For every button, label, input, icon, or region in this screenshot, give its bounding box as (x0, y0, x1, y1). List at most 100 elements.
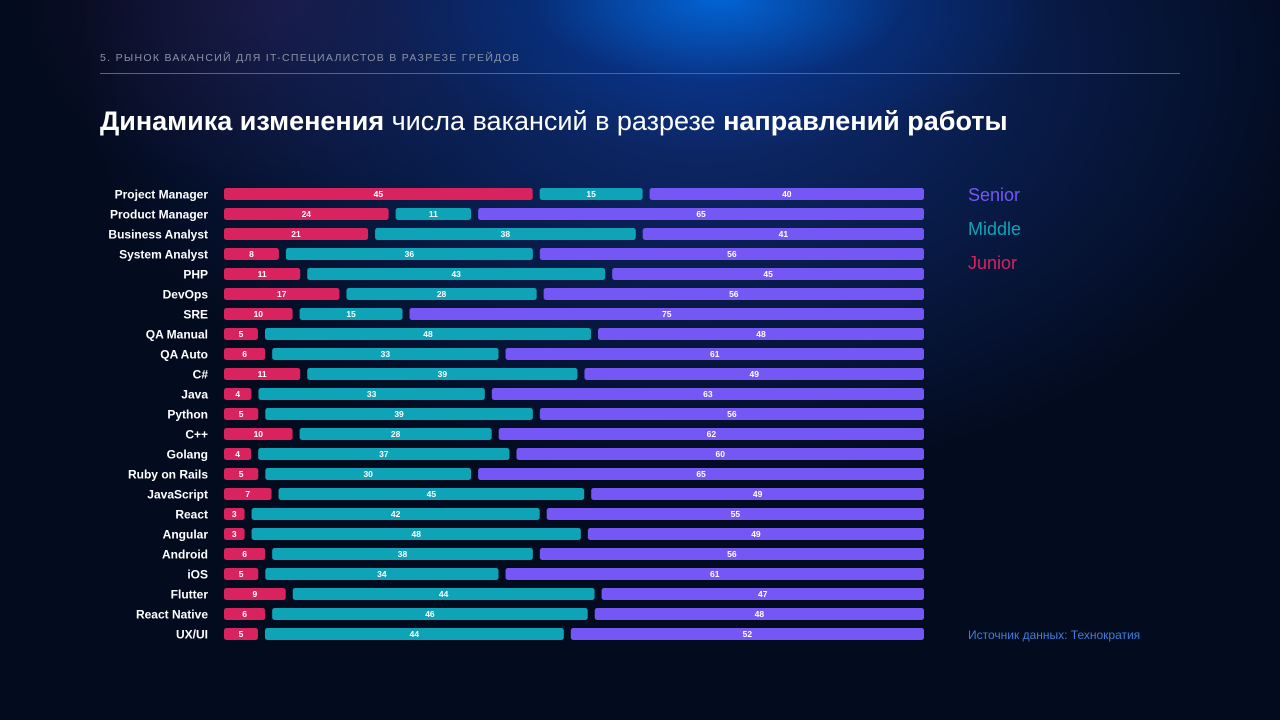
bar-qa-manual-middle (264, 328, 591, 340)
bar-flutter-middle (292, 588, 595, 600)
bar-ruby-on-rails-middle (265, 468, 472, 480)
bar-value-golang-senior: 60 (716, 449, 726, 459)
bar-value-php-junior: 11 (258, 269, 267, 279)
bar-javascript-senior (591, 488, 924, 500)
bar-qa-auto-senior (505, 348, 924, 360)
bar-value-sre-middle: 15 (346, 309, 356, 319)
bar-system-analyst-junior (224, 248, 279, 260)
bar-ios-senior (505, 568, 924, 580)
category-label-sre: SRE (183, 308, 208, 322)
bar-python-junior (224, 408, 259, 420)
bar-value-java-senior: 63 (703, 389, 713, 399)
bar-value-python-middle: 39 (394, 409, 404, 419)
category-label-flutter: Flutter (171, 588, 209, 602)
bar-value-qa-manual-junior: 5 (239, 329, 244, 339)
bar-value-ux-ui-middle: 44 (410, 629, 420, 639)
bar-value-ios-junior: 5 (239, 569, 244, 579)
bar-business-analyst-junior (224, 228, 369, 240)
bar-ruby-on-rails-senior (478, 468, 924, 480)
bar-ios-junior (224, 568, 259, 580)
bar-c-senior (584, 368, 924, 380)
bar-python-senior (539, 408, 924, 420)
bar-value-ruby-on-rails-junior: 5 (239, 469, 244, 479)
bar-value-angular-junior: 3 (232, 529, 237, 539)
bar-value-react-native-senior: 48 (755, 609, 765, 619)
bar-c-junior (224, 428, 293, 440)
bar-value-project-manager-junior: 45 (374, 189, 384, 199)
bar-value-system-analyst-junior: 8 (249, 249, 254, 259)
bar-value-sre-junior: 10 (254, 309, 264, 319)
bar-sre-middle (299, 308, 403, 320)
category-label-ux-ui: UX/UI (176, 628, 208, 642)
bar-value-qa-auto-senior: 61 (710, 349, 720, 359)
bar-value-system-analyst-senior: 56 (727, 249, 737, 259)
category-label-qa-manual: QA Manual (146, 328, 208, 342)
bar-value-golang-middle: 37 (379, 449, 389, 459)
bar-value-java-middle: 33 (367, 389, 377, 399)
bar-project-manager-middle (539, 188, 643, 200)
category-label-qa-auto: QA Auto (160, 348, 208, 362)
bar-python-middle (265, 408, 533, 420)
category-label-c: C# (193, 368, 209, 382)
bar-project-manager-senior (649, 188, 924, 200)
bar-value-react-senior: 55 (731, 509, 741, 519)
bar-value-php-senior: 45 (763, 269, 773, 279)
bar-value-qa-manual-senior: 48 (756, 329, 766, 339)
bar-react-middle (251, 508, 540, 520)
bar-flutter-junior (224, 588, 286, 600)
bar-java-senior (491, 388, 924, 400)
bar-value-qa-auto-junior: 6 (242, 349, 247, 359)
bar-c-middle (307, 368, 578, 380)
header-divider (100, 73, 1180, 74)
bar-product-manager-senior (478, 208, 924, 220)
bar-value-devops-junior: 17 (277, 289, 287, 299)
bar-value-c-junior: 10 (254, 429, 264, 439)
bar-value-ux-ui-senior: 52 (743, 629, 753, 639)
bar-value-golang-junior: 4 (235, 449, 240, 459)
category-label-ios: iOS (187, 568, 208, 582)
legend-junior: Junior (968, 253, 1018, 273)
category-label-golang: Golang (167, 448, 208, 462)
bar-react-native-middle (272, 608, 588, 620)
bar-system-analyst-middle (285, 248, 533, 260)
bar-ux-ui-junior (224, 628, 258, 640)
bar-java-middle (258, 388, 485, 400)
bar-value-qa-manual-middle: 48 (423, 329, 433, 339)
bar-value-flutter-middle: 44 (439, 589, 449, 599)
bar-value-flutter-senior: 47 (758, 589, 768, 599)
bar-golang-senior (516, 448, 924, 460)
bar-devops-senior (543, 288, 924, 300)
category-label-java: Java (181, 388, 208, 402)
bar-angular-senior (587, 528, 924, 540)
bar-value-php-middle: 43 (451, 269, 461, 279)
bar-value-ios-senior: 61 (710, 569, 720, 579)
bar-project-manager-junior (224, 188, 533, 200)
bar-flutter-senior (601, 588, 924, 600)
legend-senior: Senior (968, 185, 1021, 205)
bar-c-senior (498, 428, 924, 440)
bar-value-java-junior: 4 (235, 389, 240, 399)
bar-value-flutter-junior: 9 (253, 589, 258, 599)
bar-business-analyst-middle (375, 228, 636, 240)
bar-angular-middle (251, 528, 581, 540)
bar-qa-auto-junior (224, 348, 266, 360)
bar-ruby-on-rails-junior (224, 468, 259, 480)
bar-php-middle (307, 268, 606, 280)
bar-android-senior (539, 548, 924, 560)
bar-value-ios-middle: 34 (377, 569, 387, 579)
bar-product-manager-middle (395, 208, 472, 220)
bar-php-junior (224, 268, 301, 280)
bar-value-angular-middle: 48 (411, 529, 421, 539)
bar-value-ruby-on-rails-middle: 30 (363, 469, 373, 479)
bar-react-junior (224, 508, 245, 520)
bar-sre-junior (224, 308, 293, 320)
bar-value-product-manager-middle: 11 (429, 209, 438, 219)
bar-android-junior (224, 548, 266, 560)
bar-value-project-manager-senior: 40 (782, 189, 792, 199)
bar-c-middle (299, 428, 492, 440)
bar-system-analyst-senior (539, 248, 924, 260)
category-label-javascript: JavaScript (147, 488, 208, 502)
bar-android-middle (272, 548, 533, 560)
bar-c-junior (224, 368, 301, 380)
